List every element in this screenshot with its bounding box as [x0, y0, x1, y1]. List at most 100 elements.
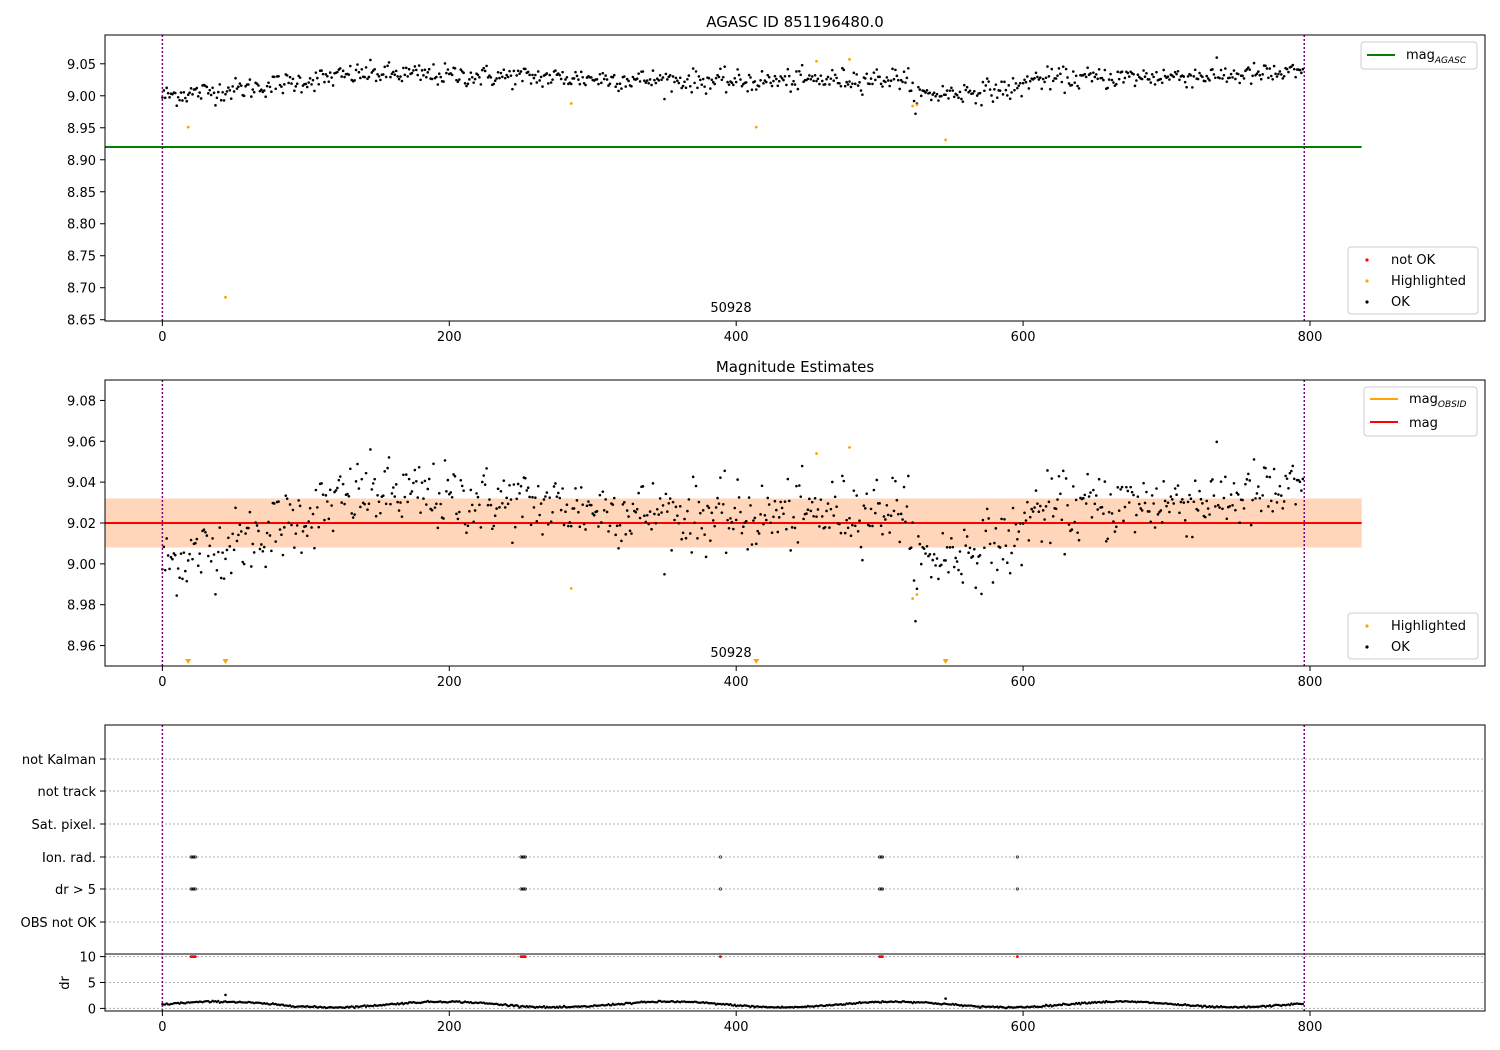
ok-point: [268, 85, 272, 89]
ok-point: [730, 520, 734, 524]
ok-point: [901, 518, 904, 521]
ok-point: [1168, 510, 1171, 514]
ok-point: [925, 88, 929, 92]
ok-point: [320, 69, 323, 72]
ok-point: [1219, 480, 1223, 483]
ok-point: [321, 493, 325, 496]
ok-point: [1040, 540, 1044, 543]
ok-point: [1155, 70, 1158, 74]
ok-point: [918, 542, 922, 546]
ok-point: [713, 82, 716, 86]
ok-point: [852, 489, 856, 492]
ok-point: [838, 522, 841, 526]
y-tick-label: 9.00: [67, 90, 96, 105]
ok-point: [1123, 76, 1127, 80]
ok-point: [1279, 494, 1283, 497]
ok-point: [541, 85, 544, 88]
ok-point: [1179, 500, 1183, 504]
ok-point: [264, 565, 267, 569]
ok-point: [347, 73, 351, 76]
ok-point: [373, 477, 376, 481]
legend-highlighted-marker: [1365, 624, 1369, 628]
ok-point: [750, 543, 754, 546]
ok-point: [686, 77, 689, 81]
ok-point: [602, 508, 606, 512]
ok-point: [1027, 539, 1031, 542]
ok-point: [584, 83, 587, 87]
ok-point: [884, 518, 887, 521]
ok-point: [865, 72, 869, 76]
ok-point: [1117, 77, 1121, 81]
ok-point: [839, 84, 843, 88]
ok-point: [191, 557, 194, 561]
flag-event-marker: [881, 855, 885, 859]
ok-point: [1278, 484, 1282, 488]
ok-point: [410, 71, 414, 75]
legend-ok-marker: [1365, 300, 1369, 304]
ok-point: [394, 483, 398, 486]
legend-highlighted-label: Highlighted: [1391, 274, 1466, 289]
ok-point: [1094, 73, 1098, 76]
ok-point: [749, 504, 752, 507]
ok-point: [301, 530, 305, 533]
ok-point: [489, 503, 493, 507]
flag-event-marker: [191, 855, 195, 859]
ok-point: [443, 62, 447, 65]
ok-point: [426, 487, 430, 491]
ok-point: [671, 75, 675, 78]
ok-point: [861, 93, 864, 96]
ok-point: [465, 84, 468, 88]
ok-point: [459, 478, 463, 482]
ok-point: [991, 100, 995, 103]
ok-point: [838, 82, 841, 85]
ok-point: [1191, 86, 1194, 89]
ok-point: [381, 73, 385, 76]
ok-point: [1026, 500, 1029, 504]
ok-point: [710, 78, 714, 82]
ok-point: [162, 89, 166, 92]
ok-point: [608, 82, 612, 86]
ok-point: [737, 496, 741, 499]
ok-point: [1232, 481, 1236, 485]
ok-point: [737, 73, 741, 77]
ok-point: [291, 508, 295, 512]
ok-point: [386, 466, 389, 470]
ok-point: [179, 552, 183, 555]
ok-point: [756, 529, 760, 533]
highlighted-point: [848, 57, 851, 61]
ok-point: [502, 479, 506, 482]
ok-point: [1189, 497, 1193, 500]
ok-point: [1130, 490, 1134, 494]
ok-point: [234, 76, 237, 80]
x-tick-label: 600: [1011, 675, 1036, 690]
ok-point: [436, 526, 440, 530]
ok-point: [1153, 83, 1157, 86]
ok-point: [1301, 477, 1305, 481]
ok-point: [1026, 75, 1029, 78]
ok-point: [1234, 508, 1237, 512]
ok-point: [965, 535, 969, 538]
ok-point: [772, 79, 775, 83]
ok-point: [888, 531, 891, 534]
x-tick-label: 0: [158, 1020, 166, 1035]
ok-point: [849, 85, 853, 89]
ok-point: [918, 88, 922, 91]
ok-point: [645, 513, 649, 517]
magnitude-legend-top: magOBSID mag: [1363, 386, 1478, 437]
ok-point: [557, 491, 560, 495]
ok-point: [511, 541, 514, 545]
ok-point: [469, 488, 473, 492]
ok-point: [1014, 522, 1018, 526]
ok-point: [1041, 509, 1045, 512]
legend-mag-agasc-label: magAGASC: [1406, 48, 1467, 66]
ok-point: [564, 510, 567, 513]
ok-point: [505, 496, 508, 500]
ok-point: [628, 529, 632, 533]
ok-point: [1110, 78, 1114, 82]
ok-point: [1034, 489, 1038, 492]
off-scale-marker: [753, 659, 760, 664]
ok-point: [833, 73, 837, 77]
ok-point: [641, 485, 645, 488]
ok-point: [551, 78, 554, 81]
flag-event-marker: [879, 887, 883, 891]
